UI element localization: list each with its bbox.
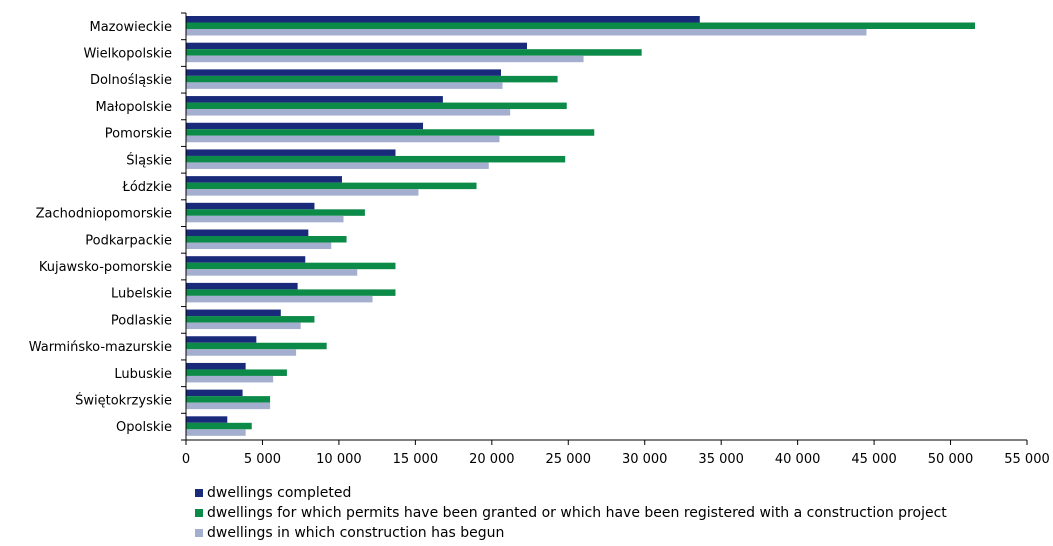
bar-completed-łódzkie [186, 176, 342, 183]
bar-permits-lubuskie [186, 369, 287, 376]
bar-permits-śląskie [186, 155, 566, 163]
x-tick-label: 20 000 [469, 452, 515, 467]
bar-begun-kujawsko-pomorskie [186, 269, 358, 276]
category-label-dolnośląskie: Dolnośląskie [90, 73, 172, 88]
legend-swatch-permits [195, 509, 203, 517]
bar-completed-opolskie [186, 416, 228, 423]
category-label-śląskie: Śląskie [126, 152, 172, 168]
category-label-warmińsko-mazurskie: Warmińsko-mazurskie [29, 340, 172, 355]
bar-begun-dolnośląskie [186, 82, 503, 89]
bar-begun-podkarpackie [186, 242, 332, 249]
bar-permits-łódzkie [186, 182, 477, 190]
bar-begun-lubelskie [186, 295, 373, 303]
bar-permits-opolskie [186, 422, 252, 430]
category-label-pomorskie: Pomorskie [105, 127, 172, 142]
bar-begun-podlaskie [186, 322, 301, 330]
bar-begun-świętokrzyskie [186, 402, 271, 410]
bar-completed-podlaskie [186, 309, 281, 317]
x-tick-label: 15 000 [393, 452, 439, 467]
chart-legend: dwellings completed dwellings for which … [195, 483, 947, 543]
bar-begun-śląskie [186, 162, 489, 169]
legend-swatch-completed [195, 489, 203, 497]
legend-swatch-begun [195, 529, 203, 537]
bar-permits-lubelskie [186, 289, 396, 296]
legend-label-permits: dwellings for which permits have been gr… [207, 505, 947, 521]
category-label-lubelskie: Lubelskie [111, 287, 172, 302]
category-label-zachodniopomorskie: Zachodniopomorskie [36, 207, 172, 222]
bar-permits-wielkopolskie [186, 49, 642, 56]
bar-begun-małopolskie [186, 109, 511, 116]
bar-completed-podkarpackie [186, 229, 309, 236]
x-tick-label: 0 [182, 452, 190, 467]
x-tick-label: 35 000 [698, 452, 744, 467]
bar-completed-lubelskie [186, 282, 298, 290]
legend-label-completed: dwellings completed [207, 485, 352, 501]
category-label-mazowieckie: Mazowieckie [90, 20, 173, 35]
x-tick-label: 5 000 [244, 452, 281, 467]
bar-permits-podkarpackie [186, 236, 347, 243]
category-label-łódzkie: Łódzkie [122, 180, 172, 195]
bar-permits-świętokrzyskie [186, 396, 271, 403]
x-tick-label: 55 000 [1004, 452, 1050, 467]
bar-begun-pomorskie [186, 135, 500, 143]
category-label-lubuskie: Lubuskie [114, 367, 172, 382]
x-tick-label: 50 000 [928, 452, 974, 467]
bar-completed-śląskie [186, 149, 396, 156]
x-tick-label: 10 000 [316, 452, 362, 467]
x-tick-label: 25 000 [546, 452, 592, 467]
bar-permits-kujawsko-pomorskie [186, 262, 396, 270]
bar-completed-pomorskie [186, 122, 424, 130]
bar-completed-wielkopolskie [186, 42, 527, 50]
category-label-podlaskie: Podlaskie [111, 313, 172, 328]
legend-item-begun: dwellings in which construction has begu… [195, 523, 947, 543]
category-label-wielkopolskie: Wielkopolskie [83, 47, 172, 62]
bar-permits-warmińsko-mazurskie [186, 342, 327, 350]
legend-label-begun: dwellings in which construction has begu… [207, 525, 505, 541]
bar-begun-łódzkie [186, 189, 419, 196]
category-label-świętokrzyskie: Świętokrzyskie [75, 392, 172, 408]
category-label-kujawsko-pomorskie: Kujawsko-pomorskie [39, 260, 172, 275]
bar-begun-opolskie [186, 429, 246, 436]
x-tick-label: 40 000 [775, 452, 821, 467]
category-label-opolskie: Opolskie [116, 420, 172, 435]
bar-permits-zachodniopomorskie [186, 209, 365, 216]
bar-completed-małopolskie [186, 96, 443, 103]
bar-completed-lubuskie [186, 362, 246, 370]
x-tick-label: 45 000 [851, 452, 897, 467]
bar-completed-warmińsko-mazurskie [186, 336, 257, 343]
bar-permits-małopolskie [186, 102, 567, 110]
category-label-podkarpackie: Podkarpackie [85, 233, 172, 248]
bar-begun-warmińsko-mazurskie [186, 349, 297, 356]
bar-begun-lubuskie [186, 375, 274, 383]
category-label-małopolskie: Małopolskie [95, 100, 172, 115]
bar-begun-mazowieckie [186, 29, 867, 36]
bar-permits-dolnośląskie [186, 75, 558, 83]
bar-completed-kujawsko-pomorskie [186, 256, 306, 263]
bar-completed-dolnośląskie [186, 69, 501, 76]
bar-chart: Mazowieckie Wielkopolskie Dolnośląskie Mało… [29, 12, 1050, 467]
legend-item-completed: dwellings completed [195, 483, 947, 503]
bar-permits-pomorskie [186, 129, 595, 136]
bar-begun-wielkopolskie [186, 55, 584, 63]
bar-completed-mazowieckie [186, 16, 700, 23]
bar-permits-podlaskie [186, 316, 315, 323]
x-tick-label: 30 000 [622, 452, 668, 467]
bar-completed-zachodniopomorskie [186, 202, 315, 210]
bar-permits-mazowieckie [186, 22, 976, 29]
bar-completed-świętokrzyskie [186, 389, 243, 397]
bar-begun-zachodniopomorskie [186, 215, 344, 223]
legend-item-permits: dwellings for which permits have been gr… [195, 503, 947, 523]
